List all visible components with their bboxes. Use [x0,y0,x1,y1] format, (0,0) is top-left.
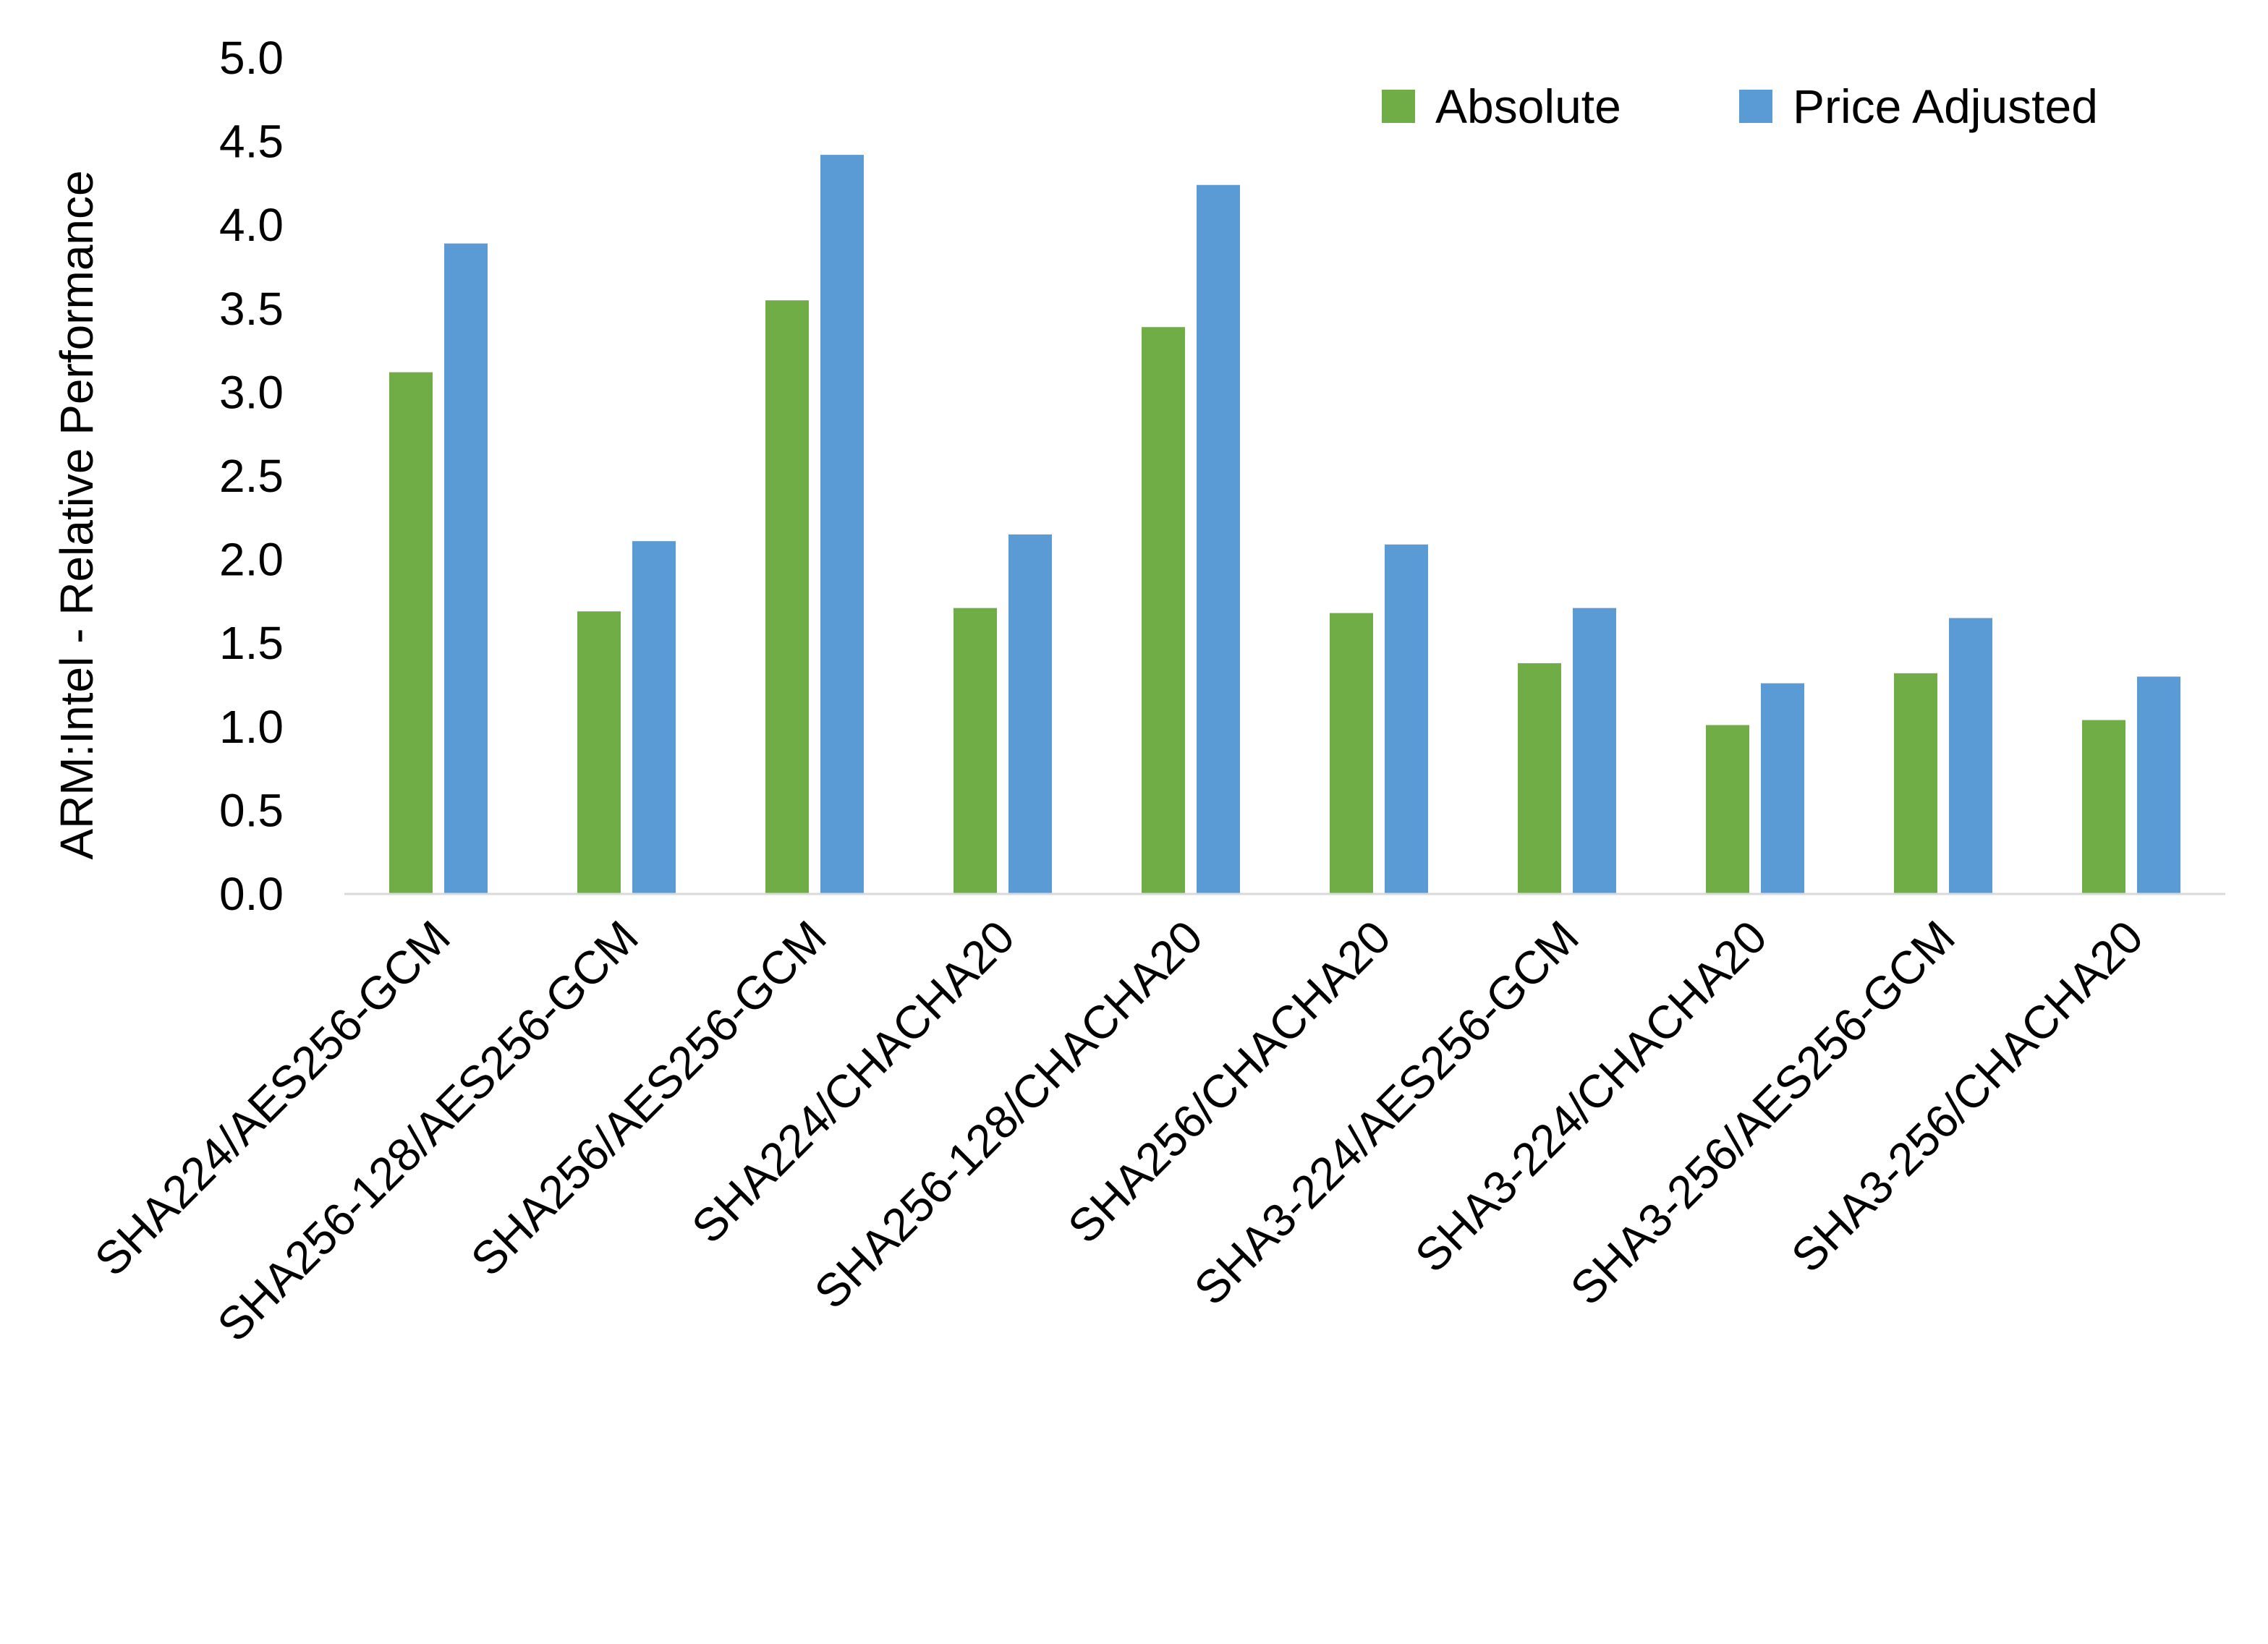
y-tick-label: 3.0 [219,366,284,418]
legend-label: Price Adjusted [1793,80,2098,133]
legend: Absolute Price Adjusted [1382,80,2098,133]
bar-absolute [1706,725,1749,894]
bar-absolute [765,300,809,894]
y-tick-label: 2.0 [219,534,284,586]
bar-price-adjusted [1761,683,1804,894]
bar-absolute [954,608,997,894]
bar-price-adjusted [444,243,488,895]
bar-price-adjusted [1385,544,1428,894]
x-tick-label: SHA224/AES256-GCM [85,911,460,1286]
legend-swatch [1739,90,1772,123]
y-tick-label: 4.0 [219,199,284,251]
bar-price-adjusted [2137,676,2180,894]
bar-absolute [1330,613,1373,894]
bar-price-adjusted [632,541,676,894]
y-tick-label: 2.5 [219,450,284,502]
y-tick-label: 3.5 [219,283,284,335]
x-tick-label: SHA224/CHACHA20 [681,911,1024,1253]
y-axis-ticks: 0.0 0.5 1.0 1.5 2.0 2.5 3.0 3.5 4.0 4.5 5.0 [219,32,284,920]
y-tick-label: 0.5 [219,784,284,836]
bars [389,155,2180,895]
bar-absolute [1894,673,1937,894]
bar-absolute [389,372,433,894]
bar-absolute [1142,327,1185,894]
bar-price-adjusted [1008,534,1052,894]
y-tick-label: 1.5 [219,617,284,669]
x-tick-label: SHA256/AES256-GCM [461,911,836,1286]
bar-price-adjusted [820,155,864,894]
bar-absolute [2082,720,2125,894]
y-tick-label: 5.0 [219,32,284,84]
bar-price-adjusted [1573,608,1616,894]
x-tick-label: SHA256-128/CHACHA20 [804,911,1212,1319]
y-tick-label: 4.5 [219,116,284,168]
x-tick-label: SHA256/CHACHA20 [1058,911,1400,1253]
bar-price-adjusted [1949,618,1992,894]
legend-swatch [1382,90,1415,123]
legend-label: Absolute [1435,80,1621,133]
x-tick-label: SHA3-224/AES256-GCM [1184,911,1589,1315]
y-tick-label: 0.0 [219,868,284,920]
y-axis-title: ARM:Intel - Relative Performance [51,170,103,859]
bar-price-adjusted [1197,184,1240,894]
y-tick-label: 1.0 [219,701,284,753]
x-axis-labels: SHA224/AES256-GCMSHA256-128/AES256-GCMSH… [85,911,2153,1351]
x-tick-label: SHA3-256/CHACHA20 [1781,911,2153,1282]
bar-absolute [577,611,621,894]
x-tick-label: SHA3-224/CHACHA20 [1405,911,1777,1282]
bar-absolute [1518,663,1561,894]
x-tick-label: SHA3-256/AES256-GCM [1560,911,1965,1315]
